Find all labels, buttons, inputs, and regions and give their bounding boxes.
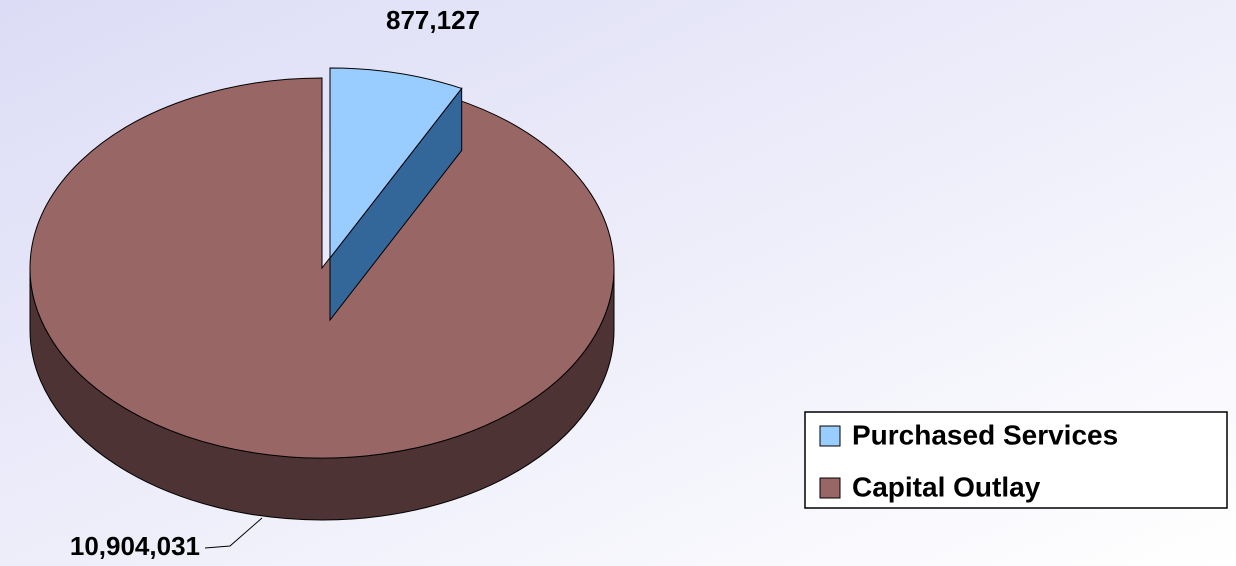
slice-top xyxy=(29,77,615,459)
legend-swatch xyxy=(819,425,841,447)
legend-box xyxy=(804,411,1228,509)
slice xyxy=(329,67,463,322)
legend-swatch xyxy=(819,477,841,499)
data-label: 877,127 xyxy=(386,5,480,35)
legend-label: Capital Outlay xyxy=(852,471,1041,502)
labels: 877,127 10,904,031 xyxy=(70,5,480,561)
data-label: 10,904,031 xyxy=(70,531,200,561)
pie xyxy=(29,67,615,521)
slice xyxy=(29,77,615,521)
legend: Purchased Services Capital Outlay xyxy=(804,411,1228,509)
legend-label: Purchased Services xyxy=(852,419,1118,450)
slice-top xyxy=(329,67,463,260)
leader-line xyxy=(204,517,263,549)
